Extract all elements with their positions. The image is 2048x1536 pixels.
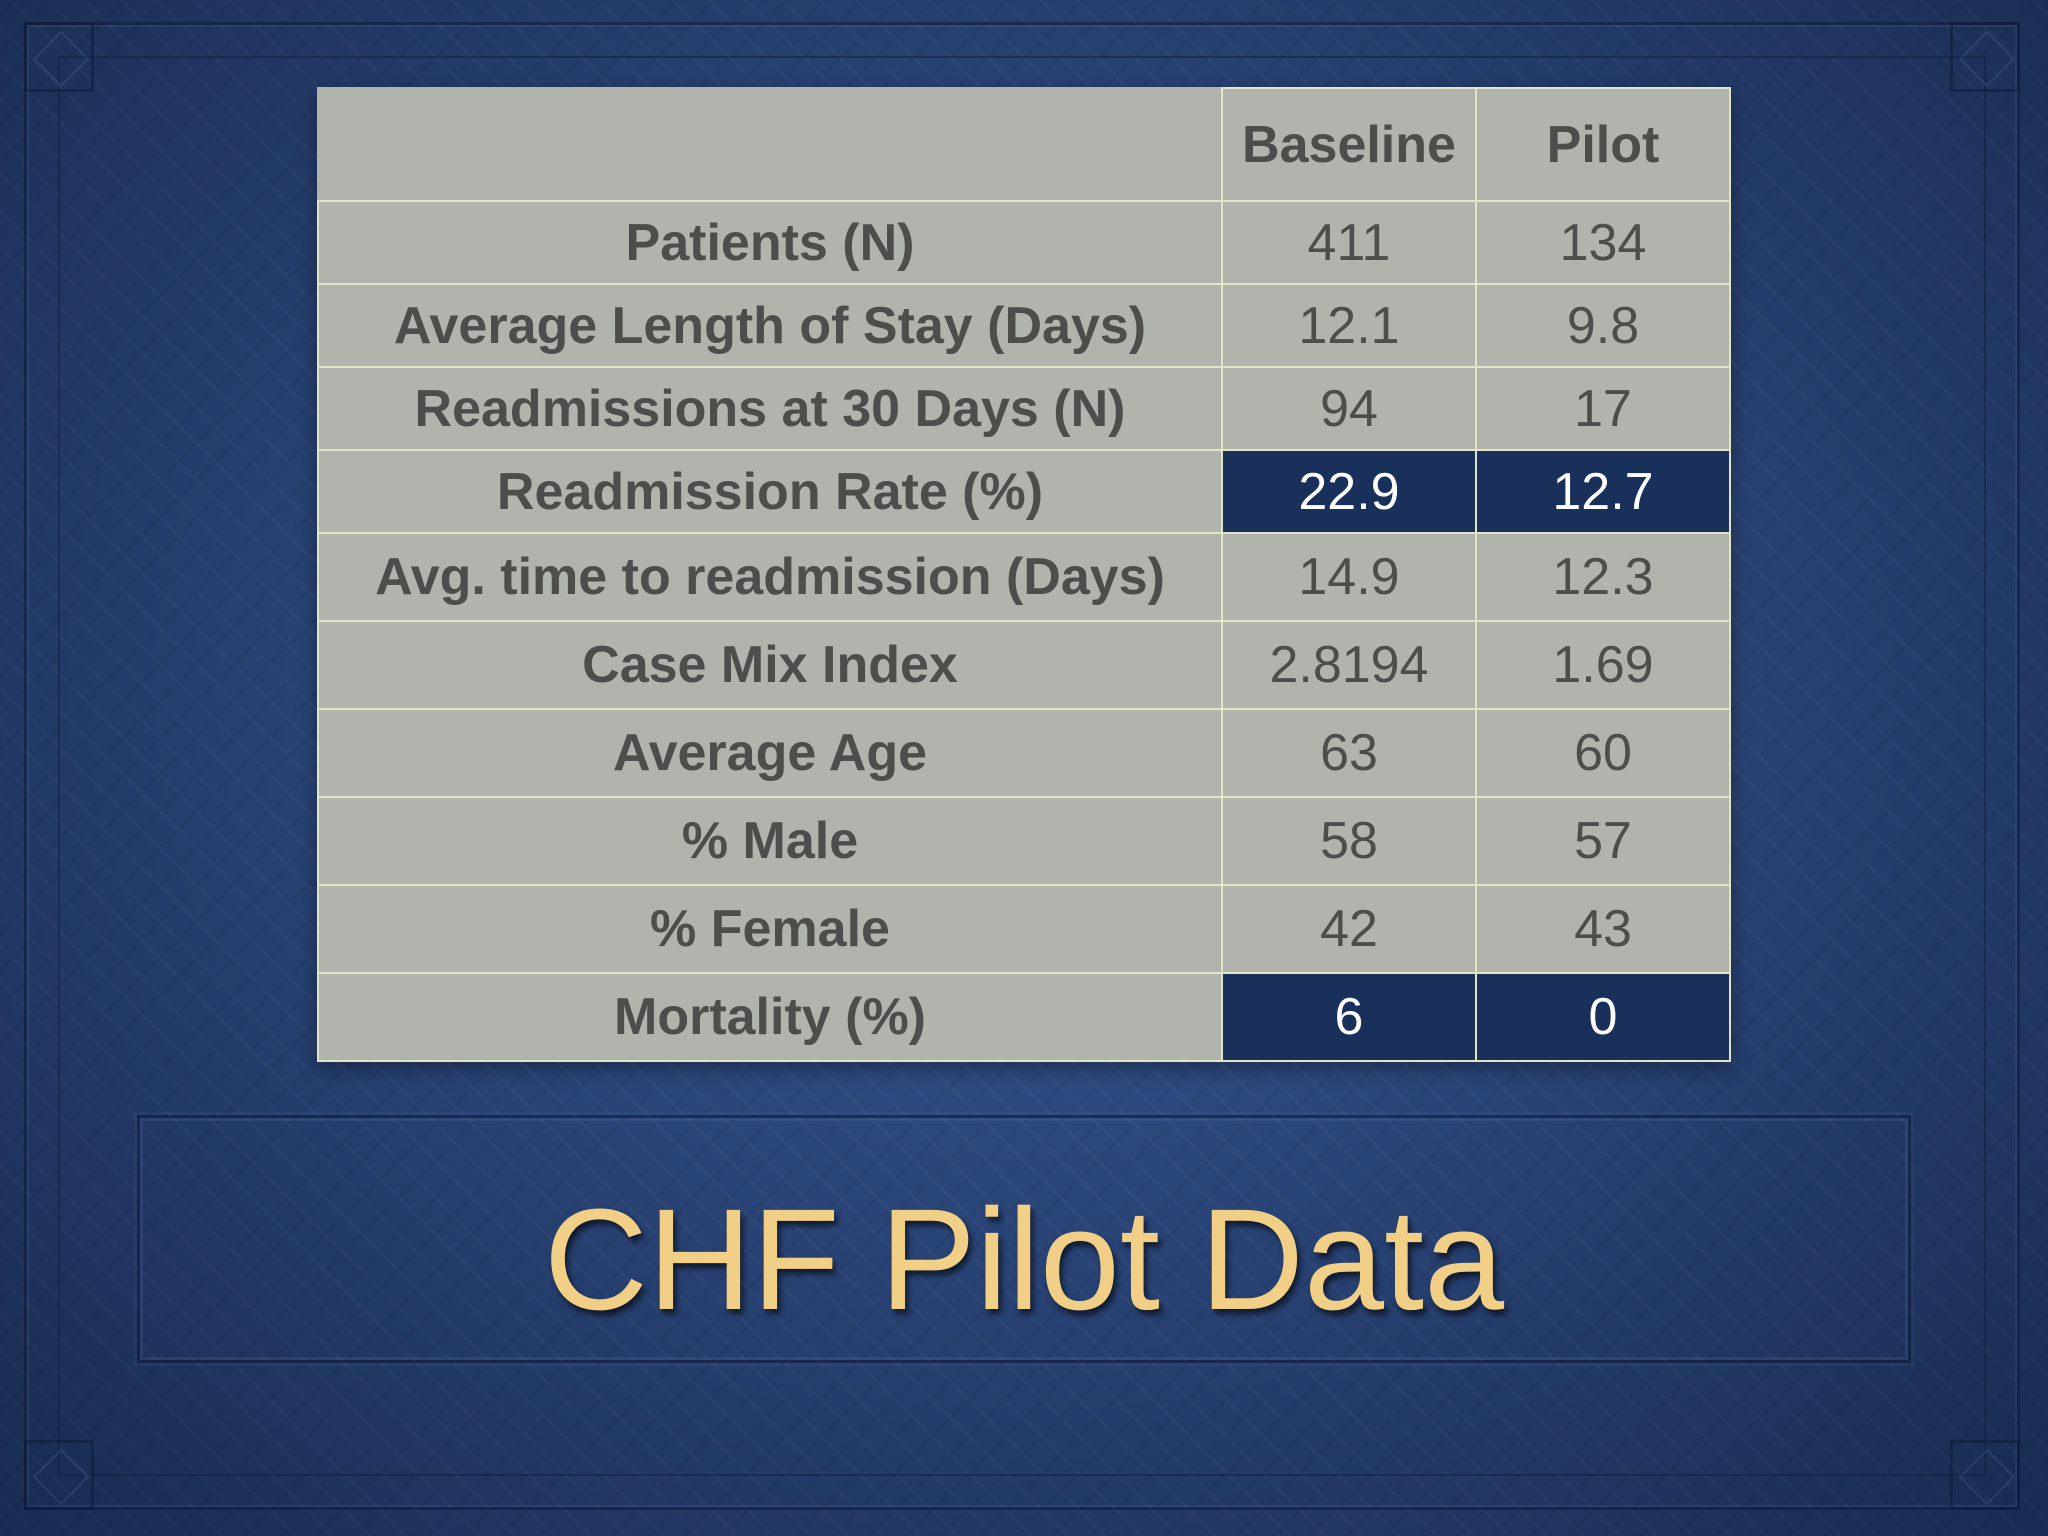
corner-ornament-icon [24,22,94,92]
baseline-value: 14.9 [1221,532,1477,622]
pilot-value: 1.69 [1475,620,1731,710]
table-row: Average Age 63 60 [317,708,1731,798]
baseline-value: 42 [1221,884,1477,974]
title-frame [137,1115,1911,1363]
corner-ornament-icon [24,1440,94,1510]
table-row: % Male 58 57 [317,796,1731,886]
pilot-value-highlighted: 12.7 [1475,449,1731,534]
baseline-value: 58 [1221,796,1477,886]
ornamental-frame-outer [24,22,2020,1510]
table-row: Average Length of Stay (Days) 12.1 9.8 [317,283,1731,368]
pilot-value-highlighted: 0 [1475,972,1731,1062]
corner-ornament-icon [1950,1440,2020,1510]
pilot-value: 60 [1475,708,1731,798]
table-row: % Female 42 43 [317,884,1731,974]
row-label: Average Length of Stay (Days) [317,283,1223,368]
pilot-value: 43 [1475,884,1731,974]
data-table: Baseline Pilot Patients (N) 411 134 Aver… [317,87,1731,1062]
table-row: Case Mix Index 2.8194 1.69 [317,620,1731,710]
slide-title: CHF Pilot Data [543,1179,1505,1340]
header-baseline: Baseline [1221,87,1477,202]
baseline-value-highlighted: 22.9 [1221,449,1477,534]
row-label: Case Mix Index [317,620,1223,710]
corner-ornament-icon [1950,22,2020,92]
table-row: Readmissions at 30 Days (N) 94 17 [317,366,1731,451]
baseline-value-highlighted: 6 [1221,972,1477,1062]
row-label: Readmission Rate (%) [317,449,1223,534]
pilot-value: 134 [1475,200,1731,285]
header-pilot: Pilot [1475,87,1731,202]
baseline-value: 2.8194 [1221,620,1477,710]
row-label: Mortality (%) [317,972,1223,1062]
table-row: Mortality (%) 6 0 [317,972,1731,1062]
row-label: % Male [317,796,1223,886]
table-header-row: Baseline Pilot [318,87,1731,202]
baseline-value: 411 [1221,200,1477,285]
row-label: % Female [317,884,1223,974]
row-label: Readmissions at 30 Days (N) [317,366,1223,451]
table-row: Avg. time to readmission (Days) 14.9 12.… [317,532,1731,622]
table-row: Readmission Rate (%) 22.9 12.7 [317,449,1731,534]
baseline-value: 94 [1221,366,1477,451]
pilot-value: 57 [1475,796,1731,886]
row-label: Average Age [317,708,1223,798]
pilot-value: 9.8 [1475,283,1731,368]
row-label: Patients (N) [317,200,1223,285]
row-label: Avg. time to readmission (Days) [317,532,1223,622]
header-empty-cell [318,88,1223,202]
pilot-value: 12.3 [1475,532,1731,622]
baseline-value: 63 [1221,708,1477,798]
pilot-value: 17 [1475,366,1731,451]
table-row: Patients (N) 411 134 [317,200,1731,285]
ornamental-frame-inner [58,56,1986,1476]
baseline-value: 12.1 [1221,283,1477,368]
